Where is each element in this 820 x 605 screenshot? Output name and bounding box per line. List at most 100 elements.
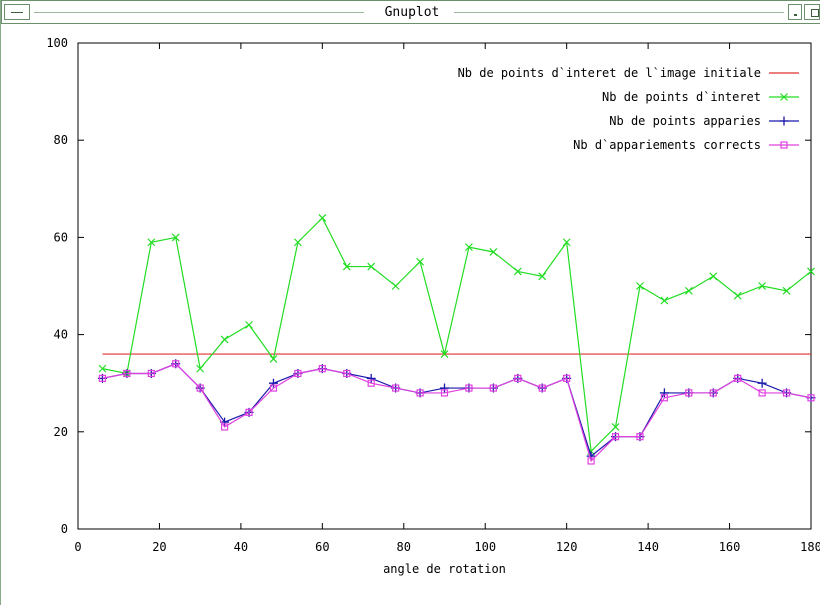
y-tick-label: 0: [61, 522, 68, 536]
data-point: [807, 394, 815, 402]
data-point: [147, 238, 156, 247]
data-point: [342, 262, 351, 271]
data-point: [734, 374, 742, 382]
x-tick-label: 20: [152, 540, 166, 554]
data-point: [440, 350, 449, 358]
data-point: [611, 433, 620, 441]
x-tick-label: 120: [556, 540, 578, 554]
data-point: [758, 389, 766, 397]
legend-label-3: Nb de points apparies: [609, 114, 761, 128]
data-point: [98, 364, 107, 373]
data-point: [268, 378, 278, 388]
data-point: [220, 335, 229, 344]
data-point: [538, 272, 547, 281]
data-point: [489, 384, 497, 392]
data-point: [660, 296, 669, 305]
data-point: [221, 423, 229, 431]
data-point: [416, 257, 424, 266]
data-point: [245, 320, 253, 329]
title-bar-stripe-right: [454, 12, 784, 13]
data-point: [392, 384, 400, 392]
title-bar-stripe-left: [34, 12, 364, 13]
data-point: [245, 408, 253, 416]
data-point: [123, 369, 131, 378]
data-point: [782, 286, 791, 295]
data-point: [782, 389, 791, 397]
x-tick-label: 140: [637, 540, 659, 554]
line-chart: 0 20 40 60 80 100 0 20 40 60 80 100 120 140 160 180 Nb …: [46, 36, 820, 576]
title-bar[interactable]: Gnuplot: [1, 0, 820, 24]
data-point: [636, 433, 644, 441]
legend-marker-3: [779, 116, 789, 126]
data-point: [636, 282, 644, 290]
data-point: [733, 291, 742, 300]
minimize-button[interactable]: [788, 4, 802, 20]
x-tick-label: 40: [234, 540, 248, 554]
y-tick-label: 60: [54, 230, 68, 244]
x-tick-label: 160: [719, 540, 741, 554]
x-tick-label: 100: [474, 540, 496, 554]
data-point: [757, 378, 767, 388]
maximize-button[interactable]: [804, 4, 820, 20]
data-point: [171, 233, 180, 242]
series-3: [97, 359, 816, 461]
y-tick-label: 20: [54, 425, 68, 439]
x-tick-label: 180: [800, 540, 820, 554]
data-point: [416, 389, 424, 397]
window-title: Gnuplot: [384, 5, 440, 20]
legend-label-4: Nb d`appariements corrects: [573, 138, 761, 152]
series-2: [98, 214, 815, 456]
data-point: [269, 354, 278, 363]
series-3-line: [102, 363, 812, 458]
data-point: [758, 282, 767, 290]
plot-frame: [77, 42, 812, 530]
data-point: [440, 383, 449, 393]
data-point: [196, 364, 205, 373]
data-point: [562, 238, 571, 247]
data-point: [440, 389, 449, 397]
data-point: [366, 373, 376, 383]
data-point: [685, 389, 693, 397]
legend-label-1: Nb de points d`interet de l`image initia…: [458, 66, 761, 80]
data-point: [660, 394, 669, 402]
y-tick-label: 80: [54, 133, 68, 147]
data-point: [513, 267, 522, 276]
legend-marker-4: [780, 141, 788, 149]
data-point: [709, 272, 718, 281]
data-point: [98, 374, 107, 382]
series-2-line: [102, 216, 812, 453]
data-point: [147, 369, 155, 378]
data-point: [465, 384, 473, 392]
data-point: [587, 457, 595, 465]
data-point: [538, 384, 546, 392]
data-point: [489, 248, 498, 256]
data-point: [196, 384, 204, 392]
legend-label-2: Nb de points d`interet: [602, 90, 761, 104]
chart-axes: 0 20 40 60 80 100 0 20 40 60 80 100 120 140 160 180: [46, 36, 820, 554]
data-point: [318, 365, 326, 373]
data-point: [807, 267, 815, 276]
data-point: [318, 214, 327, 222]
data-point: [611, 423, 620, 431]
chart-series: [97, 214, 816, 465]
x-tick-label: 80: [397, 540, 411, 554]
data-point: [684, 286, 693, 295]
series-4-line: [102, 363, 812, 463]
data-point: [514, 374, 522, 382]
series-4: [98, 360, 815, 465]
data-point: [172, 360, 180, 368]
y-tick-label: 100: [46, 36, 68, 50]
data-point: [659, 388, 669, 398]
window-menu-button[interactable]: [4, 4, 30, 20]
data-point: [465, 243, 473, 252]
chart-legend: Nb de points d`interet de l`image initia…: [458, 66, 799, 152]
x-tick-label: 0: [74, 540, 81, 554]
data-point: [293, 238, 302, 247]
legend-marker-2: [780, 93, 788, 101]
data-point: [294, 369, 302, 378]
data-point: [367, 262, 376, 271]
data-point: [269, 384, 278, 392]
data-point: [391, 282, 400, 290]
x-tick-label: 60: [315, 540, 329, 554]
